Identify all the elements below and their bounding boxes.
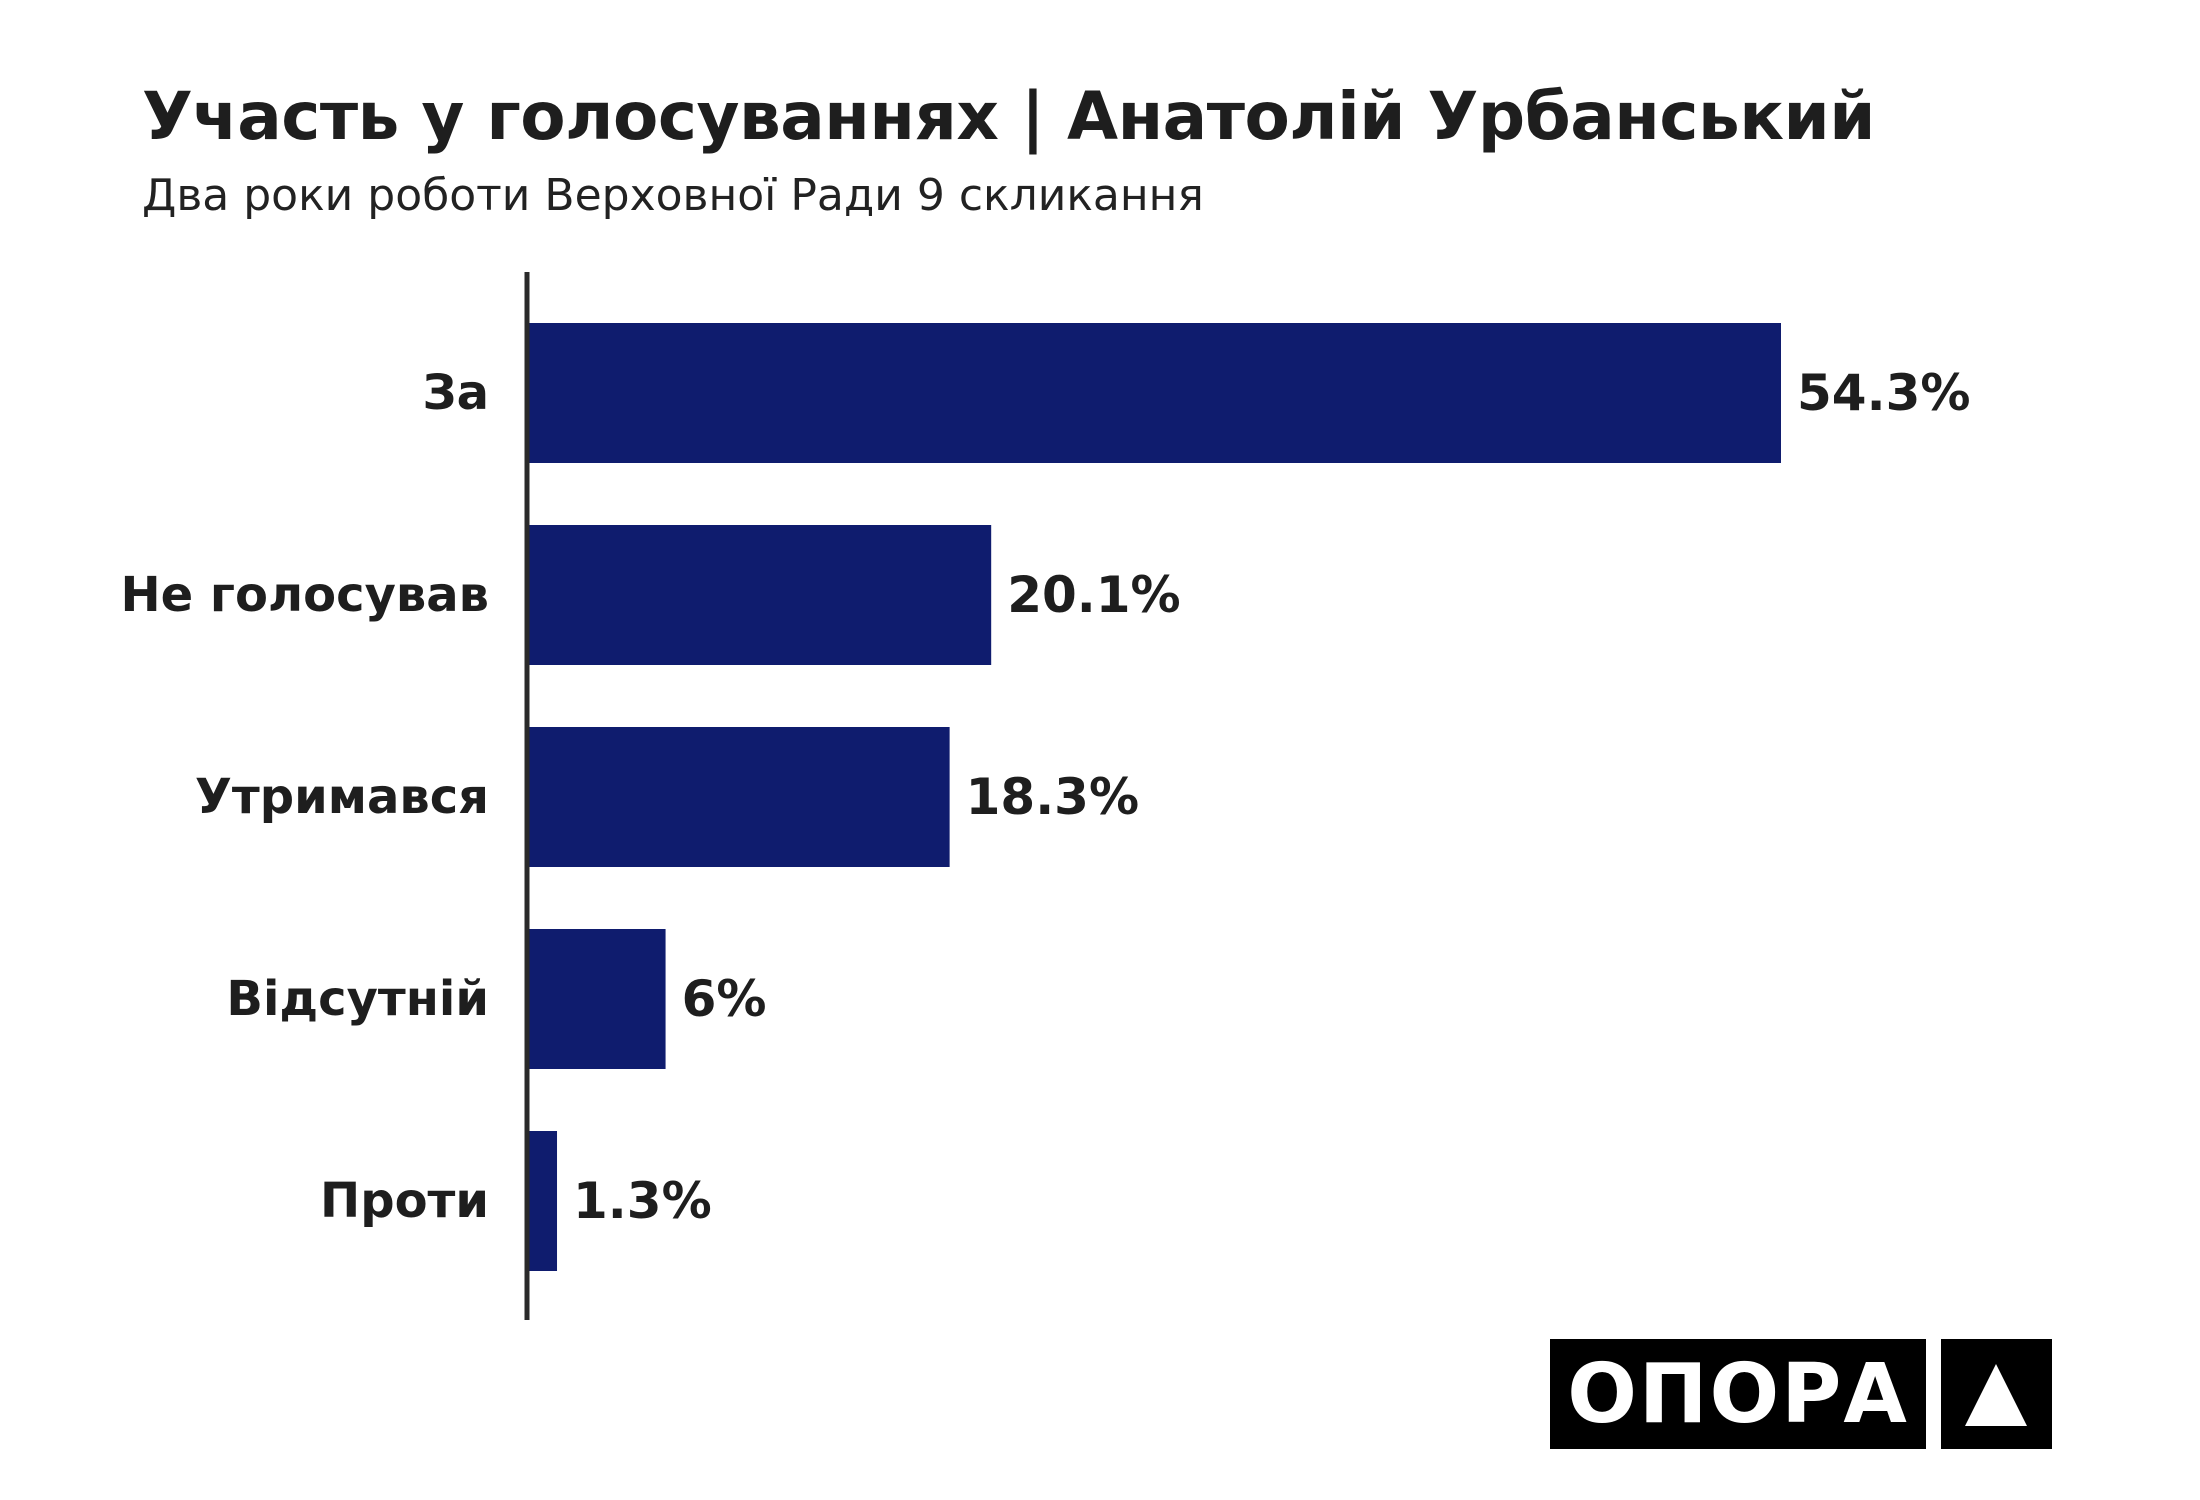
bar-3 xyxy=(527,929,666,1069)
triangle-icon-shape xyxy=(1965,1364,2027,1426)
category-label: Не голосував xyxy=(120,567,489,623)
bar-2 xyxy=(527,727,950,867)
chart-title: Участь у голосуваннях | Анатолій Урбансь… xyxy=(142,78,1875,155)
value-label: 20.1% xyxy=(1007,566,1180,624)
value-label: 6% xyxy=(682,970,767,1028)
value-label: 54.3% xyxy=(1797,364,1970,422)
chart-subtitle: Два роки роботи Верховної Ради 9 скликан… xyxy=(142,170,1204,221)
category-label: Утримався xyxy=(195,769,489,825)
category-label: За xyxy=(423,365,490,421)
triangle-icon xyxy=(1941,1339,2052,1449)
bar-4 xyxy=(527,1131,558,1271)
value-label: 18.3% xyxy=(966,768,1139,826)
opora-logo-text: ОПОРА xyxy=(1550,1339,1926,1449)
bar-0 xyxy=(527,323,1781,463)
bar-1 xyxy=(527,525,992,665)
category-label: Проти xyxy=(320,1173,489,1229)
value-label: 1.3% xyxy=(573,1172,712,1230)
category-label: Відсутній xyxy=(226,971,489,1027)
